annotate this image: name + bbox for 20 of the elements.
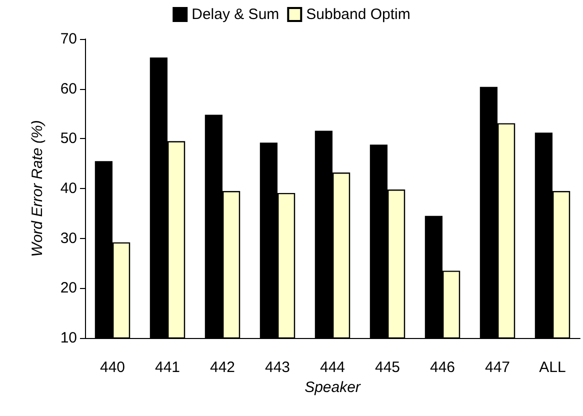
- y-tick-label: 70: [60, 30, 77, 48]
- y-tick-label: 30: [60, 230, 77, 247]
- x-tick-label: 441: [154, 359, 180, 376]
- x-tick-label: 443: [264, 359, 290, 376]
- x-axis-title: Speaker: [304, 378, 362, 396]
- y-tick-label: 40: [60, 180, 77, 197]
- y-axis-title: Word Error Rate (%): [29, 120, 46, 257]
- y-tick-label: 50: [60, 130, 77, 148]
- legend-label: Delay & Sum: [192, 6, 280, 23]
- y-tick-label: 20: [60, 280, 77, 297]
- legend-label: Subband Optim: [306, 6, 410, 23]
- x-tick-label: 444: [320, 359, 346, 376]
- x-tick-label: 447: [484, 359, 510, 376]
- x-tick-label: 445: [374, 359, 400, 376]
- x-tick-label: 446: [430, 359, 456, 376]
- x-tick-label: 440: [100, 359, 126, 376]
- y-tick-label: 10: [60, 330, 77, 346]
- y-tick-label: 60: [60, 80, 77, 98]
- x-tick-label: ALL: [539, 359, 566, 376]
- x-tick-label: 442: [210, 359, 236, 376]
